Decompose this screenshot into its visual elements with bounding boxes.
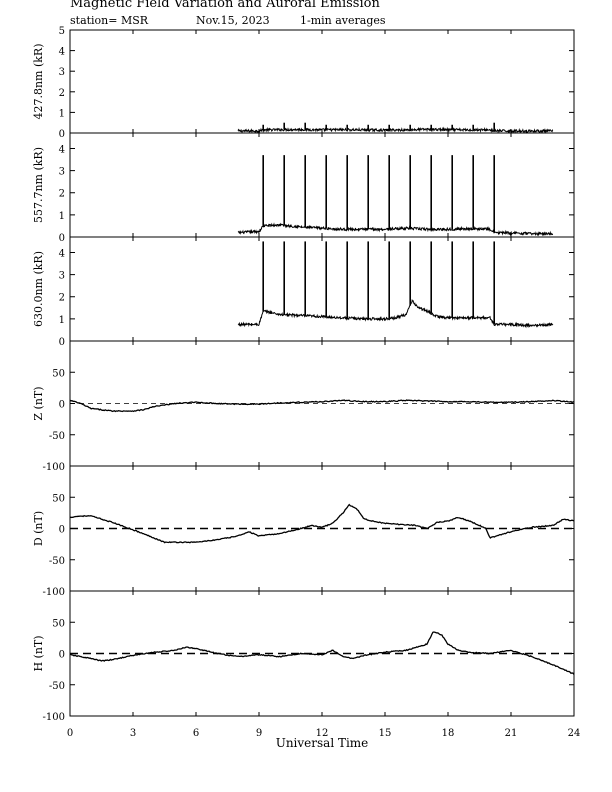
y-tick-label: 4 (59, 248, 65, 259)
x-tick-label: 24 (568, 728, 581, 739)
panel-frame (69, 236, 575, 342)
y-tick-label: 2 (59, 88, 65, 99)
panel-3 (69, 340, 575, 467)
panel-frame (69, 29, 575, 134)
y-tick-label: -100 (43, 587, 65, 598)
y-tick-label: -50 (49, 681, 65, 692)
x-tick-label: 0 (67, 728, 73, 739)
y-tick-label: 50 (52, 368, 65, 379)
series-line (69, 631, 575, 675)
y-tick-label: 4 (59, 144, 65, 155)
y-tick-label: 0 (59, 525, 65, 536)
y-tick-label: 0 (59, 337, 65, 348)
x-tick-label: 21 (505, 728, 518, 739)
y-axis-label: H (nT) (32, 635, 45, 671)
x-tick-label: 15 (379, 728, 392, 739)
date-label: Nov.15, 2023 (196, 14, 270, 27)
panel-4 (69, 465, 575, 592)
y-tick-label: 1 (59, 315, 65, 326)
y-tick-label: 5 (59, 26, 65, 37)
y-tick-label: 3 (59, 67, 65, 78)
x-tick-label: 3 (130, 728, 136, 739)
x-tick-label: 9 (256, 728, 262, 739)
series-line (237, 222, 554, 237)
y-tick-label: 3 (59, 271, 65, 282)
x-tick-label: 18 (442, 728, 455, 739)
series-line (237, 126, 554, 134)
y-tick-label: 4 (59, 47, 65, 58)
y-tick-label: -100 (43, 462, 65, 473)
y-tick-label: 0 (59, 400, 65, 411)
series-line (237, 298, 554, 329)
y-axis-label: Z (nT) (32, 386, 45, 420)
page-title: Magnetic Field Variation and Auroral Emi… (70, 0, 380, 11)
panel-2 (69, 236, 575, 342)
y-tick-label: 3 (59, 167, 65, 178)
y-tick-label: 0 (59, 650, 65, 661)
y-axis-label: 630.0nm (kR) (32, 251, 45, 327)
y-axis-label: 557.7nm (kR) (32, 147, 45, 223)
averaging-label: 1-min averages (300, 14, 386, 27)
y-tick-label: -100 (43, 712, 65, 723)
series-line (69, 503, 575, 544)
x-tick-label: 12 (316, 728, 329, 739)
y-tick-label: 1 (59, 108, 65, 119)
station-label: station= MSR (70, 14, 149, 27)
panel-0 (69, 29, 575, 134)
y-tick-label: 1 (59, 211, 65, 222)
y-tick-label: 2 (59, 189, 65, 200)
y-tick-label: -50 (49, 431, 65, 442)
panel-5 (69, 590, 575, 717)
y-tick-label: 50 (52, 493, 65, 504)
y-tick-label: 0 (59, 129, 65, 140)
y-tick-label: 2 (59, 293, 65, 304)
y-axis-label: 427.8nm (kR) (32, 43, 45, 119)
y-axis-label: D (nT) (32, 511, 45, 546)
y-tick-label: 0 (59, 233, 65, 244)
x-axis-label: Universal Time (276, 736, 369, 750)
series-line (69, 399, 575, 413)
y-tick-label: 50 (52, 618, 65, 629)
panel-frame (69, 132, 575, 238)
y-tick-label: -50 (49, 556, 65, 567)
x-tick-label: 6 (193, 728, 199, 739)
panel-1 (69, 132, 575, 238)
